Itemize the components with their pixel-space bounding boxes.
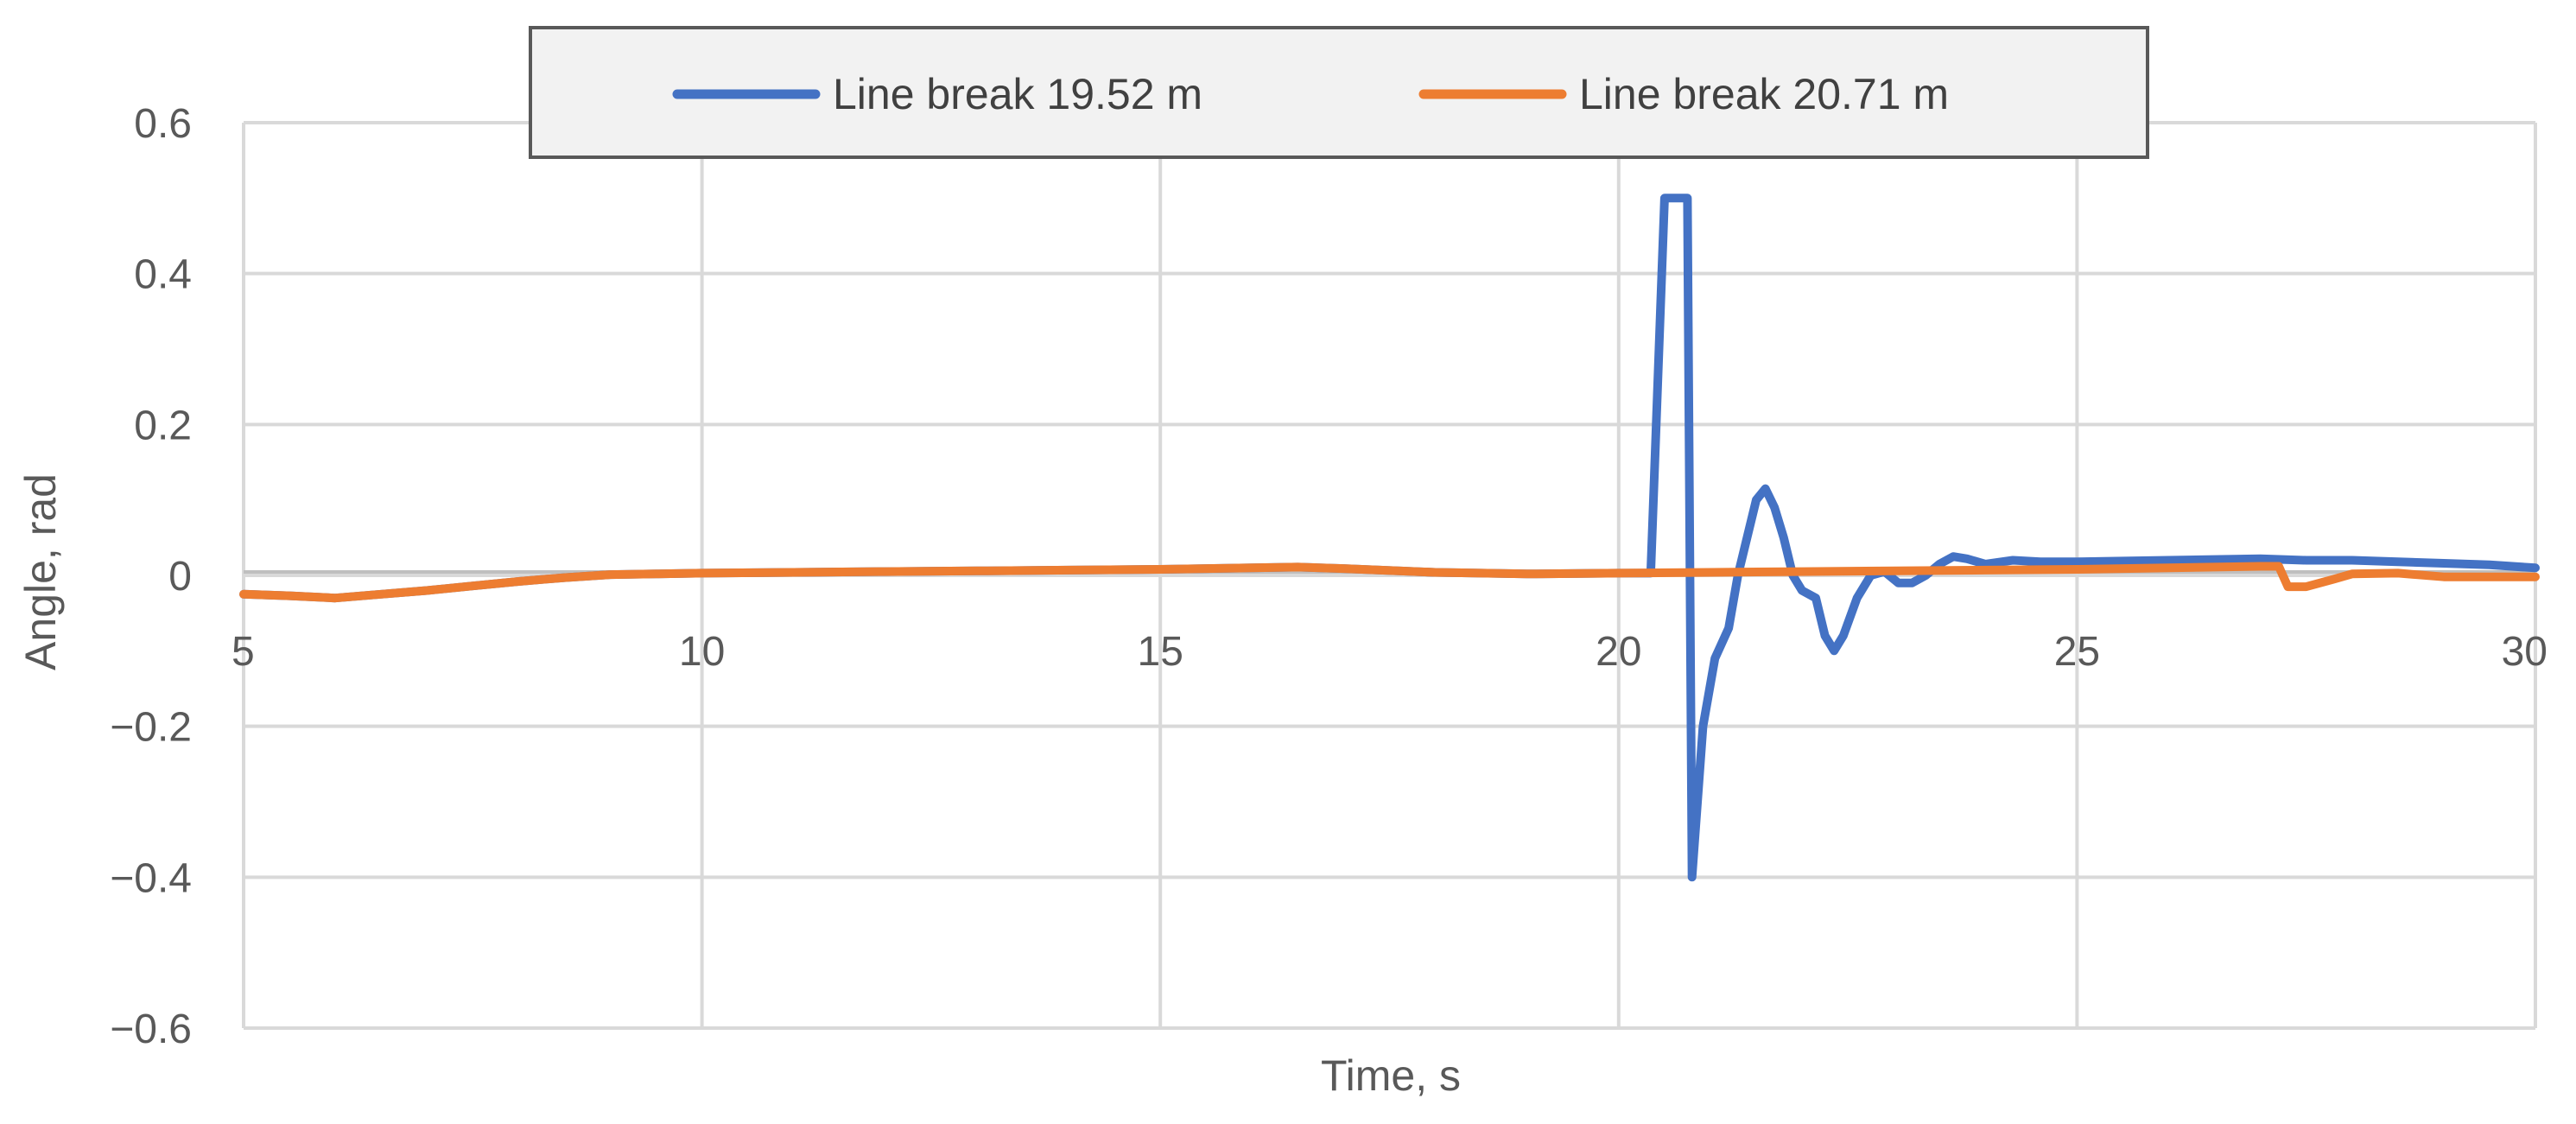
y-tick-label: 0.4 (134, 252, 192, 298)
y-tick-label: −0.4 (110, 855, 192, 901)
y-tick-label: −0.2 (110, 705, 192, 751)
legend-label-series-2: Line break 20.71 m (1579, 70, 1949, 118)
x-tick-label: 20 (1596, 629, 1641, 675)
legend-label-series-1: Line break 19.52 m (833, 70, 1202, 118)
x-tick-label: 15 (1138, 629, 1183, 675)
x-tick-label: 30 (2502, 629, 2547, 675)
series-line-1 (239, 194, 2540, 882)
x-axis-title: Time, s (1321, 1051, 1461, 1100)
y-tick-label: 0 (168, 554, 192, 600)
legend: Line break 19.52 m Line break 20.71 m (529, 26, 2149, 159)
y-axis-title: Angle, rad (16, 473, 65, 670)
y-tick-label: 0.2 (134, 403, 192, 448)
y-tick-label: −0.6 (110, 1007, 192, 1052)
x-tick-labels: 5 10 15 20 25 30 (232, 629, 2547, 675)
x-tick-label: 10 (679, 629, 725, 675)
x-tick-label: 5 (232, 629, 255, 675)
y-tick-labels: −0.6 −0.4 −0.2 0 0.2 0.4 0.6 (110, 101, 192, 1052)
x-tick-label: 25 (2054, 629, 2100, 675)
series-layer (239, 194, 2540, 882)
y-tick-label: 0.6 (134, 101, 192, 147)
series-line-2 (239, 562, 2540, 603)
